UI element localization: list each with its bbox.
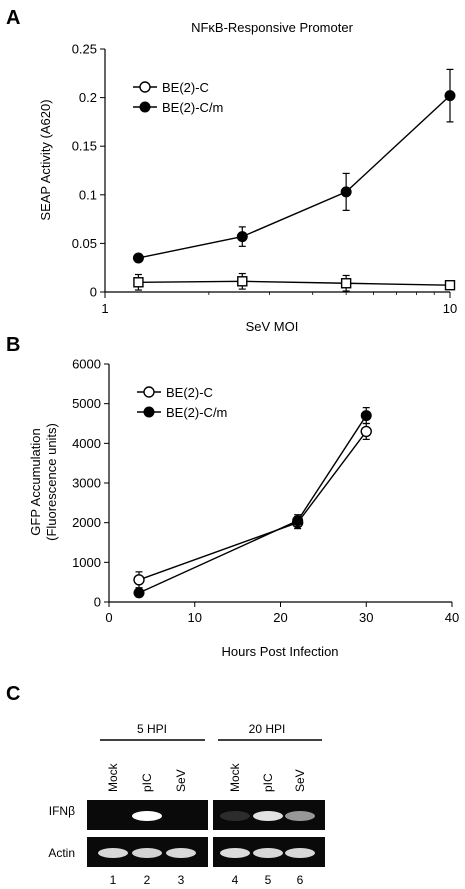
chart-a-legend-label-2: BE(2)-C/m (162, 100, 223, 115)
gel-band-IFNβ-lane-4 (220, 811, 250, 821)
chart-a-series-2-line (138, 95, 451, 259)
chart-b-legend-marker (143, 406, 155, 418)
chart-b-y-tick-label: 3000 (72, 476, 101, 491)
chart-a-x-tick-label: 1 (101, 301, 108, 316)
gel-band-Actin-lane-5 (253, 848, 283, 858)
chart-b-series-2-line (138, 415, 367, 594)
gel-band-Actin-lane-6 (285, 848, 315, 858)
chart-a-ylabel: SEAP Activity (A620) (38, 99, 53, 220)
chart-b-y-tick-label: 4000 (72, 436, 101, 451)
gel-lane-label: Mock (228, 762, 242, 792)
panel-b-letter: B (6, 334, 20, 356)
gel-group-2-label: 20 HPI (249, 722, 286, 736)
chart-b-x-tick-label: 0 (105, 610, 112, 625)
gel-lane-number: 6 (297, 873, 304, 887)
chart-a-series-2-point (444, 90, 456, 102)
chart-b-y-tick-label: 2000 (72, 515, 101, 530)
chart-b-y-tick-label: 1000 (72, 555, 101, 570)
gel-lane-label: pIC (140, 773, 154, 792)
gel-lane-number: 3 (178, 873, 185, 887)
gel-band-IFNβ-lane-6 (285, 811, 315, 821)
chart-b: 0 1000 2000 3000 4000 5000 6000 0 10 20 30 40 BE(2)-… (72, 357, 459, 626)
chart-b-series-1-point (133, 574, 145, 586)
chart-a-series-1-point (133, 277, 144, 288)
chart-b-series-1-point (360, 425, 372, 438)
chart-b-series-2-point (133, 587, 145, 599)
chart-a-y-tick-label: 0.05 (72, 236, 97, 251)
gel-band-IFNβ-lane-2 (132, 811, 162, 821)
chart-b-x-tick-label: 40 (445, 610, 459, 625)
gel-lane-number: 2 (144, 873, 151, 887)
chart-b-x-tick-label: 30 (359, 610, 373, 625)
gel-band-Actin-lane-2 (132, 848, 162, 858)
chart-b-x-tick-label: 20 (273, 610, 287, 625)
chart-a-series-2-point (236, 231, 248, 243)
chart-a-xlabel: SeV MOI (246, 319, 299, 334)
gel-lane-label: SeV (293, 769, 307, 792)
chart-b-legend-marker (143, 386, 155, 398)
chart-b-y-tick-label: 6000 (72, 357, 101, 372)
gel-band-Actin-lane-3 (166, 848, 196, 858)
chart-b-y-tick-label: 5000 (72, 396, 101, 411)
gel-lane-label: Mock (106, 762, 120, 792)
panel-c-letter: C (6, 683, 20, 705)
chart-a-y-tick-label: 0.25 (72, 42, 97, 57)
chart-a-legend-marker (139, 81, 151, 93)
gel-lane-label: pIC (261, 773, 275, 792)
chart-b-ylabel-line1: GFP Accumulation (28, 428, 43, 535)
gel-lane-number: 5 (265, 873, 272, 887)
panel-a-letter: A (6, 7, 20, 29)
gel-lane-label: SeV (174, 769, 188, 792)
chart-a-series-1-point (237, 276, 248, 287)
chart-a-y-tick-label: 0 (90, 285, 97, 300)
chart-b-y-tick-label: 0 (94, 595, 101, 610)
chart-b-legend-label-1: BE(2)-C (166, 385, 213, 400)
chart-a-y-tick-label: 0.2 (79, 90, 97, 105)
gel-image: Mock pIC SeV Mock pIC SeV 1 2 3 4 5 6 (87, 762, 325, 887)
chart-b-series-2-point (292, 515, 304, 527)
chart-b-legend-label-2: BE(2)-C/m (166, 405, 227, 420)
gel-lane-number: 4 (232, 873, 239, 887)
chart-a-legend-label-1: BE(2)-C (162, 80, 209, 95)
gel-band-Actin-lane-4 (220, 848, 250, 858)
gel-group-1-label: 5 HPI (137, 722, 167, 736)
chart-b-series-2-point (360, 410, 372, 422)
chart-a-y-tick-label: 0.15 (72, 139, 97, 154)
chart-a-series-2-point (340, 186, 352, 198)
gel-band-Actin-lane-1 (98, 848, 128, 858)
chart-a-series-1-line (138, 280, 451, 286)
chart-a-series-1-point (444, 279, 456, 291)
chart-a: 0 0.05 0.1 0.15 0.2 0.25 1 10 BE(2)-C BE(2)-C/m (72, 42, 458, 317)
gel-band-IFNβ-lane-5 (253, 811, 283, 821)
chart-a-y-tick-label: 0.1 (79, 187, 97, 202)
chart-a-series-1-point (340, 278, 352, 289)
chart-a-x-tick-label: 10 (443, 301, 457, 316)
gel-row-label-actin: Actin (48, 846, 75, 860)
gel-row-label-ifnb: IFNβ (49, 804, 75, 818)
gel-lane-number: 1 (110, 873, 117, 887)
chart-a-legend-marker (139, 101, 151, 113)
chart-b-x-tick-label: 10 (188, 610, 202, 625)
chart-a-title: NFκB-Responsive Promoter (191, 20, 353, 35)
chart-b-ylabel-line2: (Fluorescence units) (44, 423, 59, 541)
chart-b-xlabel: Hours Post Infection (221, 644, 338, 659)
chart-a-series-2-point (132, 252, 144, 264)
chart-b-series-1-line (138, 431, 367, 581)
